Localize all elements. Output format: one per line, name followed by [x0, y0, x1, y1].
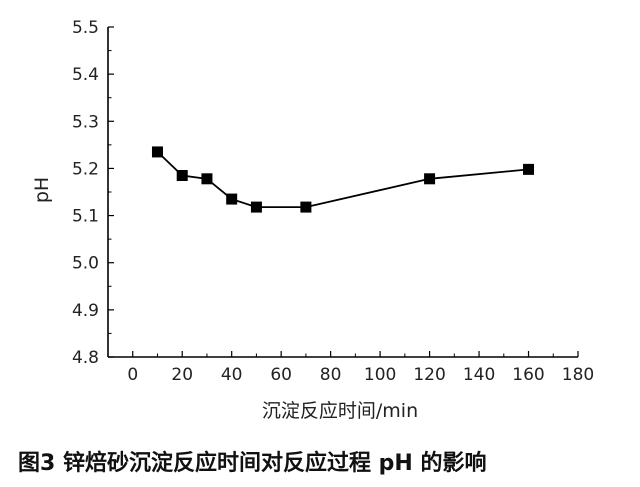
y-tick-label: 4.9: [72, 301, 99, 321]
data-point: [424, 173, 436, 185]
x-tick-label: 0: [127, 365, 138, 385]
data-point: [176, 170, 188, 181]
x-tick-label: 160: [512, 365, 544, 385]
y-tick-label: 5.4: [72, 65, 99, 85]
series: [151, 146, 535, 213]
y-tick-label: 5.0: [72, 254, 99, 274]
data-point: [250, 201, 262, 213]
ticks: 0 20 40 60 80 100 120 140 160 180 4.8 4.9 5.0 5.1 5.2 5…: [72, 18, 594, 385]
axes: [107, 27, 578, 358]
y-tick-label: 5.1: [72, 207, 99, 227]
figure-caption: 图3 锌焙砂沉淀反应时间对反应过程 pH 的影响: [18, 450, 486, 476]
y-axis-title: pH: [31, 177, 53, 203]
x-axis-title: 沉淀反应时间/min: [262, 400, 418, 422]
x-tick-label: 60: [270, 365, 292, 385]
y-tick-label: 5.5: [72, 18, 99, 38]
x-tick-label: 80: [320, 365, 342, 385]
data-point: [151, 146, 163, 158]
data-point: [300, 201, 312, 213]
x-tick-label: 20: [171, 365, 193, 385]
data-point: [226, 193, 238, 205]
data-point: [201, 173, 213, 185]
y-tick-label: 5.2: [72, 159, 99, 179]
x-tick-label: 100: [364, 365, 396, 385]
x-tick-label: 120: [413, 365, 445, 385]
data-point: [523, 163, 535, 175]
y-tick-label: 4.8: [72, 348, 99, 368]
x-tick-label: 40: [221, 365, 243, 385]
x-tick-label: 180: [562, 365, 594, 385]
y-tick-label: 5.3: [72, 112, 99, 132]
x-tick-label: 140: [463, 365, 495, 385]
series-line: [156, 151, 529, 209]
